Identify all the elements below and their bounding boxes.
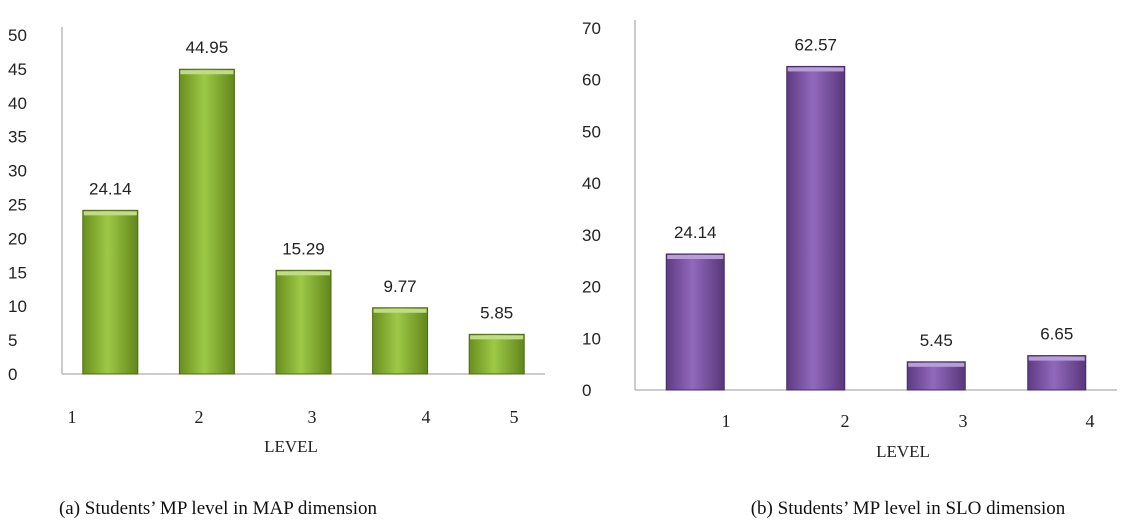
y-tick-label: 0 <box>8 365 17 384</box>
bar <box>82 209 139 375</box>
bar-highlight <box>1028 356 1085 361</box>
bar <box>178 68 235 375</box>
x-tick-label: 4 <box>1086 411 1095 431</box>
y-tick-label: 35 <box>8 128 27 147</box>
bar-highlight <box>908 362 965 367</box>
x-tick-label: 1 <box>722 411 731 431</box>
chart-slo-dimension: 0 10 20 30 40 50 60 70 24.14 1 62.57 2 5.45 3 6.65 4 LEV… <box>570 0 1129 523</box>
y-tick-label: 30 <box>8 162 27 181</box>
chart-caption: (b) Students’ MP level in SLO dimension <box>751 498 1066 519</box>
y-tick-label: 20 <box>8 229 27 248</box>
bar-highlight <box>470 335 524 340</box>
data-label: 6.65 <box>1040 325 1073 344</box>
y-tick-label: 25 <box>8 196 27 215</box>
y-tick-label: 40 <box>8 94 27 113</box>
chart-slo-svg: 0 10 20 30 40 50 60 70 24.14 1 62.57 2 5.45 3 6.65 4 LEV… <box>582 19 1117 519</box>
x-axis-title: LEVEL <box>876 442 930 461</box>
y-tick-label: 60 <box>582 71 601 90</box>
data-label: 44.95 <box>186 38 229 57</box>
chart-map-svg: 0510152025303540455024.14144.95215.2939.… <box>8 26 545 519</box>
bar-highlight <box>667 254 724 259</box>
bar-highlight <box>180 70 234 75</box>
x-tick-label: 2 <box>195 407 204 427</box>
data-label: 24.14 <box>674 223 717 242</box>
data-label: 24.14 <box>89 179 132 198</box>
x-tick-label: 3 <box>308 407 317 427</box>
bar-highlight <box>83 211 137 216</box>
x-tick-label: 1 <box>68 407 77 427</box>
bar-highlight <box>787 67 844 72</box>
y-tick-label: 70 <box>582 19 601 38</box>
data-label: 15.29 <box>282 239 325 258</box>
data-label: 62.57 <box>794 35 837 54</box>
bar <box>1027 355 1087 391</box>
data-label: 9.77 <box>384 277 417 296</box>
bar <box>372 307 429 375</box>
bar <box>665 253 725 391</box>
y-tick-label: 45 <box>8 60 27 79</box>
data-label: 5.45 <box>920 331 953 350</box>
y-tick-label: 40 <box>582 174 601 193</box>
chart-map-dimension: 0 5 10 15 20 25 30 35 40 45 50 24.14 1 44.95 2 15.29 3 9.… <box>0 0 560 523</box>
bar-highlight <box>373 308 427 313</box>
y-tick-label: 50 <box>8 26 27 45</box>
y-tick-label: 0 <box>582 381 591 400</box>
y-tick-label: 20 <box>582 278 601 297</box>
bar <box>275 269 332 375</box>
chart-caption: (a) Students’ MP level in MAP dimension <box>59 498 378 519</box>
x-tick-label: 4 <box>422 407 431 427</box>
y-tick-label: 10 <box>8 297 27 316</box>
y-tick-label: 15 <box>8 263 27 282</box>
y-tick-label: 50 <box>582 122 601 141</box>
bar-highlight <box>277 271 330 276</box>
bar <box>786 65 846 391</box>
x-tick-label: 5 <box>510 407 519 427</box>
data-label: 5.85 <box>480 303 513 322</box>
x-tick-label: 3 <box>959 411 968 431</box>
bar <box>468 333 525 375</box>
x-axis-title: LEVEL <box>264 437 318 456</box>
y-tick-label: 30 <box>582 226 601 245</box>
y-tick-label: 10 <box>582 329 601 348</box>
x-tick-label: 2 <box>841 411 850 431</box>
y-tick-label: 5 <box>8 331 17 350</box>
